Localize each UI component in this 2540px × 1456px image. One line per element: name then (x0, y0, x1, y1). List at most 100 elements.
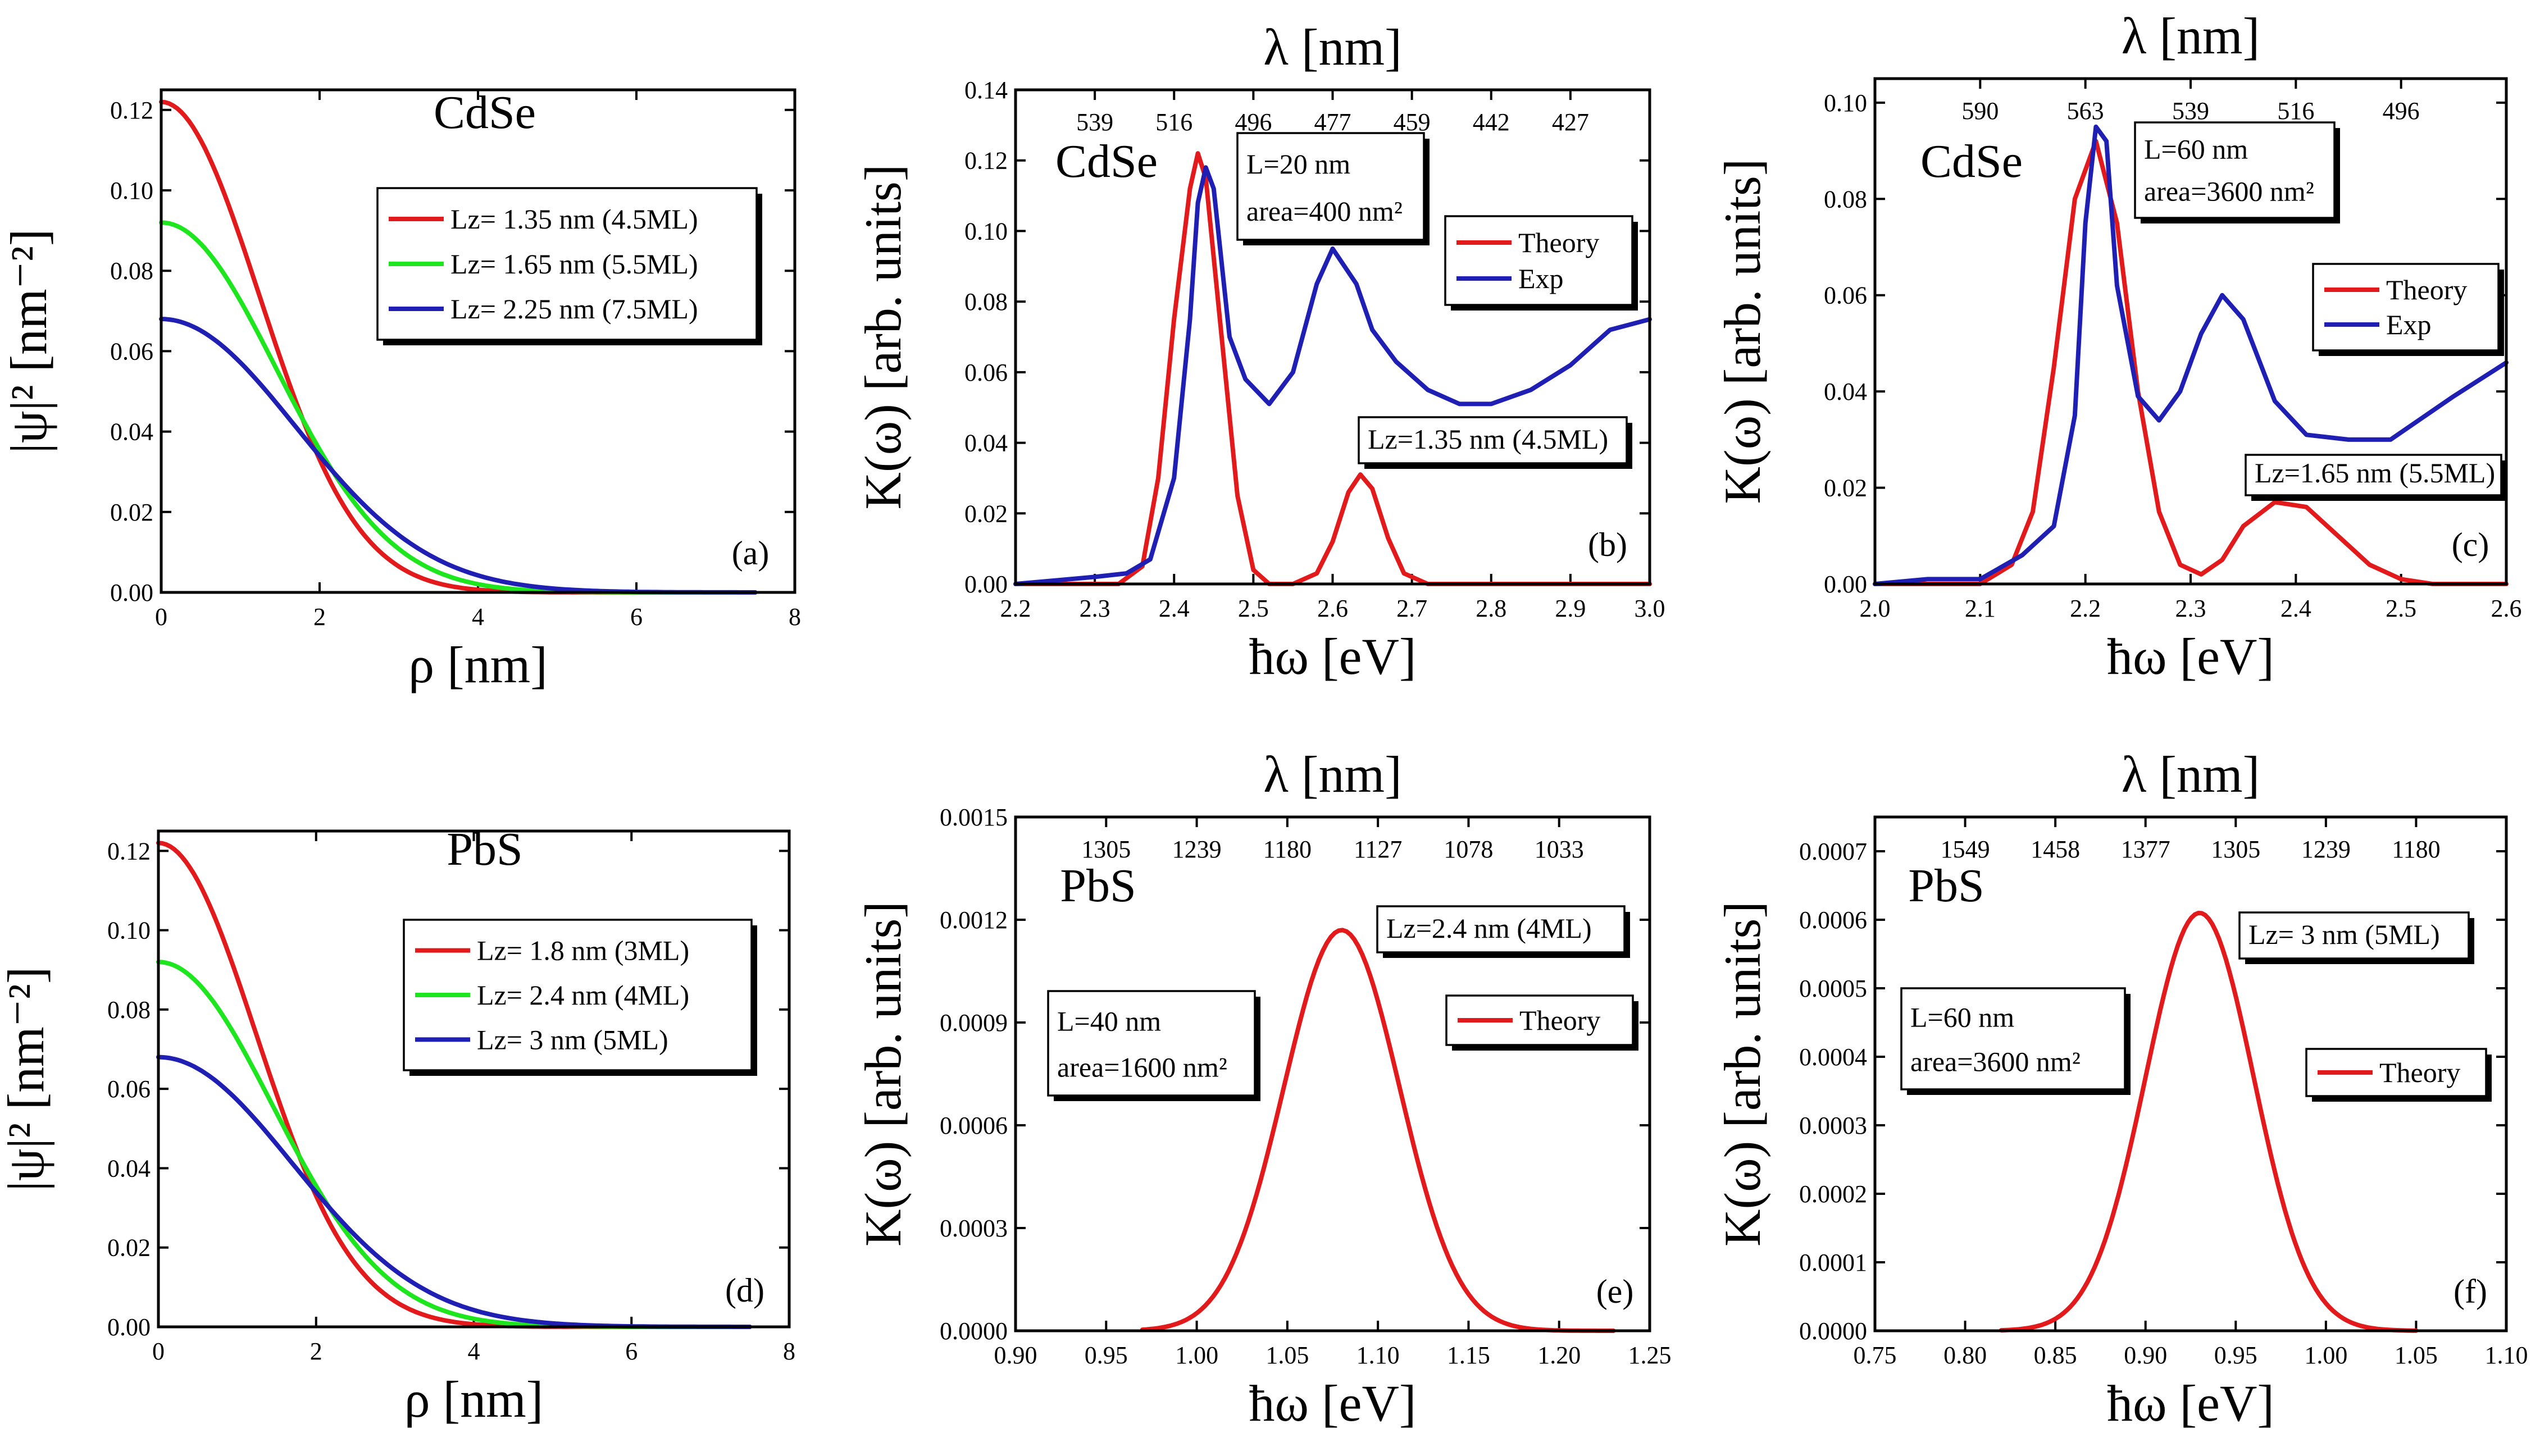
x-tick-label: 2 (313, 603, 326, 631)
x-tick-label: 0.95 (1085, 1341, 1128, 1369)
panel-title: PbS (1908, 860, 1984, 912)
legend-entry: Lz= 3 nm (5ML) (477, 1024, 668, 1055)
top-tick-label: 516 (2277, 97, 2314, 125)
panel-letter: (f) (2453, 1273, 2487, 1310)
lz-box (1376, 905, 1626, 953)
y-tick-label: 0.0000 (940, 1317, 1008, 1345)
y-tick-label: 0.06 (110, 337, 153, 365)
top-tick-label: 516 (1155, 108, 1192, 136)
legend-box (1444, 215, 1633, 306)
info-area: area=3600 nm² (2144, 175, 2314, 207)
series-line-theory (1140, 928, 1616, 1333)
y-tick-label: 0.0003 (1799, 1112, 1867, 1139)
lz-box (2238, 911, 2470, 960)
y-tick-label: 0.0000 (1799, 1317, 1867, 1345)
x-axis-label: ħω [eV] (1249, 1375, 1416, 1432)
top-tick-label: 539 (2172, 97, 2209, 125)
x-tick-label: 2.8 (1476, 595, 1506, 622)
x-tick-label: 2.2 (2070, 595, 2101, 622)
y-tick-label: 0.06 (964, 359, 1008, 386)
x-tick-label: 0.90 (994, 1341, 1037, 1369)
y-tick-label: 0.04 (107, 1154, 151, 1182)
x-tick-label: 2 (310, 1338, 322, 1365)
info-box (1236, 132, 1425, 241)
chart-d: 0.00 0.02 0.04 0.06 0.08 0.10 0.12 0 2 4 6 8 ρ [nm] |… (0, 823, 795, 1428)
series-line-theory (1999, 911, 2419, 1333)
top-tick-label: 1180 (1263, 836, 1312, 863)
chart-e: 0.0000 0.0003 0.0006 0.0009 0.0012 0.0015 0.90… (854, 746, 1672, 1432)
series-line-blue (159, 317, 758, 595)
legend-entry: Lz= 1.65 nm (5.5ML) (450, 248, 698, 280)
top-tick-label: 1078 (1444, 836, 1493, 863)
y-tick-label: 0.06 (107, 1075, 151, 1103)
x-tick-label: 6 (625, 1338, 638, 1365)
y-tick-label: 0.0002 (1799, 1180, 1867, 1208)
x-tick-label: 2.5 (2386, 595, 2416, 622)
x-tick-label: 1.20 (1537, 1341, 1581, 1369)
info-box (1047, 990, 1256, 1097)
y-tick-label: 0.04 (1824, 378, 1867, 405)
panel-title: CdSe (1920, 135, 2023, 188)
y-axis-label: |ψ|² [nm⁻²] (0, 967, 54, 1192)
x-axis-label: ρ [nm] (404, 1371, 544, 1428)
x-tick-label: 2.6 (1317, 595, 1348, 622)
y-tick-label: 0.12 (107, 837, 151, 865)
x-tick-label: 0 (152, 1338, 165, 1365)
x-tick-label: 2.1 (1965, 595, 1996, 622)
info-area: area=1600 nm² (1057, 1052, 1227, 1083)
legend-entry: Theory (2386, 274, 2467, 305)
legend-entry: Theory (1519, 1005, 1600, 1036)
x-tick-label: 2.2 (1000, 595, 1031, 622)
info-size: L=20 nm (1246, 148, 1350, 180)
lz-label: Lz=2.4 nm (4ML) (1386, 912, 1592, 944)
x-tick-label: 3.0 (1635, 595, 1665, 622)
info-area: area=3600 nm² (1910, 1046, 2081, 1078)
plot-frame (1873, 77, 2508, 586)
y-tick-label: 0.08 (107, 996, 151, 1024)
lz-label: Lz=1.35 nm (4.5ML) (1368, 423, 1608, 455)
top-tick-label: 1305 (1081, 836, 1131, 863)
panel-letter: (e) (1596, 1273, 1634, 1310)
x-tick-label: 8 (783, 1338, 795, 1365)
top-axis-label: λ [nm] (1263, 19, 1401, 76)
chart-c: 0.00 0.02 0.04 0.06 0.08 0.10 2.0 2.1 2.2 2.3 2.4 2… (1714, 7, 2522, 685)
lz-box (2245, 454, 2502, 496)
series-line-red (156, 841, 752, 1329)
legend-box (2305, 1048, 2487, 1097)
x-axis-label: ħω [eV] (2107, 628, 2274, 685)
x-tick-label: 4 (472, 603, 484, 631)
y-tick-label: 0.02 (1824, 474, 1867, 502)
x-tick-label: 0.75 (1854, 1341, 1897, 1369)
y-tick-label: 0.10 (1824, 89, 1867, 117)
top-tick-label: 442 (1473, 108, 1510, 136)
y-tick-label: 0.10 (107, 917, 151, 944)
y-axis-label: K(ω) [arb. units] (854, 901, 912, 1247)
panel-title: CdSe (1055, 135, 1158, 188)
top-tick-label: 1377 (2121, 836, 2170, 863)
x-tick-label: 2.3 (2175, 595, 2206, 622)
info-box (2134, 121, 2336, 219)
plot-frame (1873, 815, 2508, 1332)
x-tick-label: 2.4 (1159, 595, 1190, 622)
y-tick-label: 0.0005 (1799, 975, 1867, 1002)
plot-frame (160, 88, 796, 594)
chart-f: 0.0000 0.0001 0.0002 0.0003 0.0004 0.0005 0.00… (1714, 746, 2528, 1432)
x-tick-label: 2.7 (1396, 595, 1427, 622)
plot-frame (1014, 88, 1651, 586)
x-tick-label: 1.15 (1447, 1341, 1490, 1369)
y-tick-label: 0.00 (1824, 570, 1867, 598)
top-tick-label: 496 (2383, 97, 2420, 125)
y-tick-label: 0.08 (964, 288, 1008, 316)
legend-entry: Lz= 2.4 nm (4ML) (477, 979, 689, 1011)
y-tick-label: 0.00 (964, 570, 1008, 598)
y-tick-label: 0.08 (1824, 185, 1867, 213)
y-tick-label: 0.0015 (940, 804, 1008, 831)
legend-entry: Theory (1518, 227, 1599, 258)
top-tick-label: 1549 (1941, 836, 1990, 863)
y-tick-label: 0.04 (964, 430, 1008, 457)
y-tick-label: 0.0006 (940, 1112, 1008, 1139)
y-axis-label: K(ω) [arb. units] (1714, 901, 1771, 1247)
top-axis-label: λ [nm] (1263, 746, 1401, 803)
panel-title: CdSe (434, 86, 536, 139)
